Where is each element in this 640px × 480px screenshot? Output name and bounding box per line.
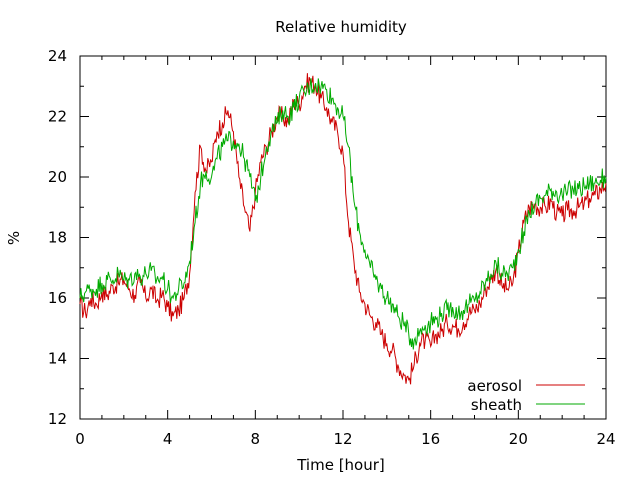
series-layer: [79, 73, 607, 385]
y-tick-label: 16: [48, 289, 67, 307]
x-tick-label: 20: [509, 430, 528, 448]
x-tick-label: 16: [421, 430, 440, 448]
y-axis-label: %: [5, 231, 23, 245]
series-line-sheath: [79, 78, 607, 350]
x-tick-label: 0: [75, 430, 85, 448]
x-tick-label: 24: [596, 430, 615, 448]
legend-label-aerosol: aerosol: [467, 377, 522, 395]
x-axis-label: Time [hour]: [296, 456, 385, 474]
y-tick-label: 12: [48, 410, 67, 428]
x-tick-label: 4: [163, 430, 173, 448]
legend: aerosol sheath: [467, 377, 585, 414]
legend-label-sheath: sheath: [471, 396, 522, 414]
tick-labels-layer: 0 4 8 12 16 20 24 12 14 16 18 20 22 24: [48, 47, 616, 448]
x-tick-label: 12: [333, 430, 352, 448]
chart-title: Relative humidity: [275, 18, 407, 36]
y-tick-label: 20: [48, 168, 67, 186]
series-line-aerosol: [79, 73, 607, 385]
y-tick-label: 18: [48, 229, 67, 247]
ticks-layer: [79, 55, 607, 420]
y-tick-label: 24: [48, 47, 67, 65]
x-tick-label: 8: [251, 430, 261, 448]
y-tick-label: 22: [48, 108, 67, 126]
y-tick-label: 14: [48, 350, 67, 368]
